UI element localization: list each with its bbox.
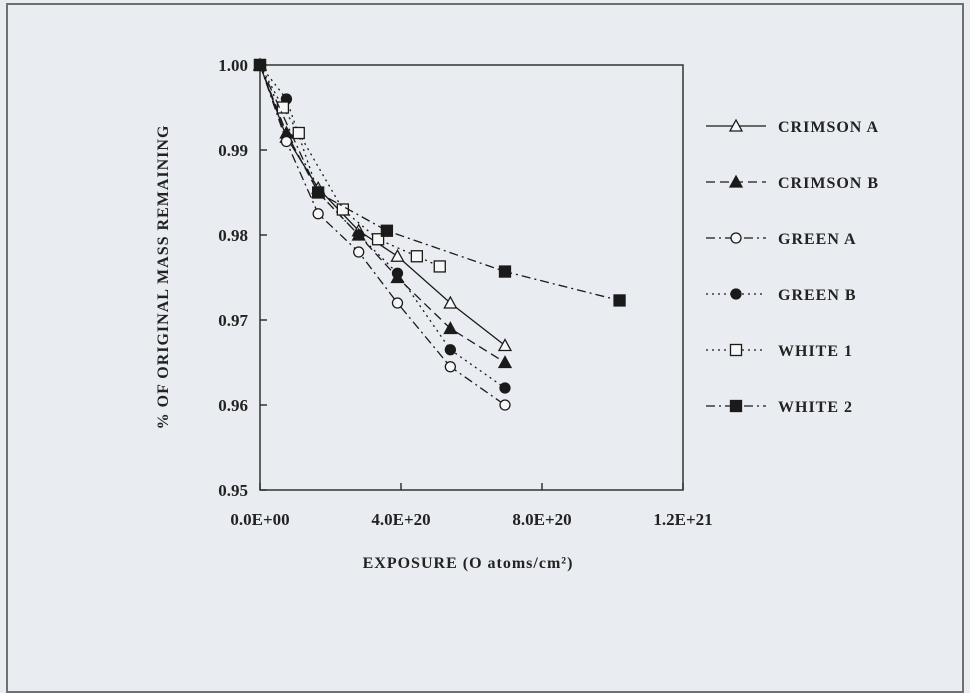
x-tick-label: 8.0E+20 — [512, 510, 571, 529]
legend-label: WHITE 1 — [778, 343, 853, 360]
series-line — [259, 64, 506, 347]
legend-item: GREEN A — [706, 231, 857, 248]
data-point — [371, 233, 385, 246]
series-crimson-a — [252, 57, 513, 352]
data-point — [280, 135, 293, 148]
data-point — [444, 344, 457, 356]
data-point — [380, 224, 394, 237]
y-tick-label: 1.00 — [218, 56, 248, 75]
y-axis-ticks: 0.95 0.96 0.97 0.98 0.99 1.00 — [218, 56, 267, 500]
legend-marker — [730, 288, 742, 300]
legend-label: GREEN A — [778, 231, 857, 248]
data-point — [353, 246, 365, 258]
legend-label: CRIMSON B — [778, 175, 879, 192]
legend-marker — [730, 232, 742, 244]
data-point — [498, 265, 512, 278]
data-point — [276, 101, 290, 114]
data-point — [499, 382, 511, 394]
series-line — [259, 64, 620, 302]
y-axis-label: % OF ORIGINAL MASS REMAINING — [155, 125, 172, 430]
legend-item: GREEN B — [706, 287, 857, 304]
y-tick-label: 0.98 — [218, 226, 248, 245]
x-tick-label: 0.0E+00 — [230, 510, 289, 529]
legend-label: GREEN B — [778, 287, 857, 304]
series-crimson-b — [252, 57, 513, 369]
legend-item: WHITE 1 — [706, 343, 853, 360]
x-axis-label: EXPOSURE (O atoms/cm²) — [363, 555, 574, 572]
legend-item: WHITE 2 — [706, 399, 853, 416]
data-point — [353, 229, 365, 241]
data-point — [497, 355, 513, 369]
data-point — [497, 338, 513, 352]
data-point — [443, 321, 458, 335]
legend-marker — [728, 118, 744, 132]
legend: CRIMSON A CRIMSON B GREEN A GREEN B WHITE 1 W… — [706, 118, 879, 416]
legend-label: WHITE 2 — [778, 399, 853, 416]
data-point — [444, 361, 457, 373]
x-tick-label: 1.2E+21 — [653, 510, 712, 529]
data-point — [391, 297, 404, 309]
mass-remaining-chart: 0.95 0.96 0.97 0.98 0.99 1.00 0.0E+00 4.0E+20 8… — [155, 56, 879, 572]
data-point — [292, 126, 305, 140]
series-white-1 — [253, 58, 446, 273]
data-point — [499, 399, 511, 411]
series-layer — [252, 57, 626, 411]
y-tick-label: 0.99 — [218, 141, 248, 160]
data-point — [410, 250, 424, 263]
data-point — [253, 58, 267, 72]
data-point — [443, 295, 458, 309]
y-tick-label: 0.95 — [218, 481, 248, 500]
series-line — [259, 64, 506, 364]
legend-marker — [729, 343, 743, 357]
legend-label: CRIMSON A — [778, 119, 879, 136]
data-point — [390, 248, 405, 262]
legend-item: CRIMSON B — [706, 174, 879, 192]
x-tick-label: 4.0E+20 — [371, 510, 430, 529]
legend-item: CRIMSON A — [706, 118, 879, 136]
data-point — [312, 186, 325, 199]
legend-marker — [729, 399, 743, 413]
data-point — [613, 294, 626, 307]
x-axis-ticks: 0.0E+00 4.0E+20 8.0E+20 1.2E+21 — [230, 483, 713, 529]
data-point — [312, 208, 324, 220]
y-tick-label: 0.97 — [218, 311, 248, 330]
data-point — [336, 203, 349, 216]
series-white-2 — [253, 58, 626, 307]
figure-page: 0.95 0.96 0.97 0.98 0.99 1.00 0.0E+00 4.0E+20 8… — [6, 3, 964, 693]
series-green-a — [254, 59, 511, 411]
data-point — [433, 260, 446, 273]
y-tick-label: 0.96 — [218, 396, 248, 415]
data-point — [391, 267, 404, 279]
legend-marker — [728, 174, 744, 188]
plot-area — [259, 64, 684, 491]
